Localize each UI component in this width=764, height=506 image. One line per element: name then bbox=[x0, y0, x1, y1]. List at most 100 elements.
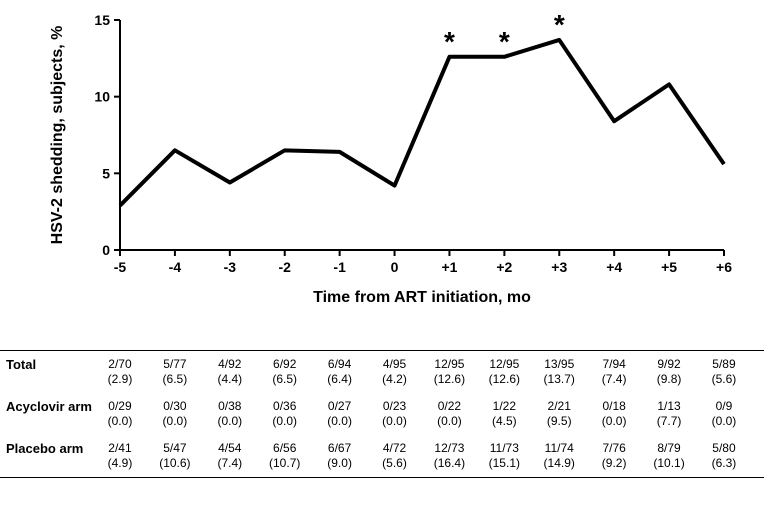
table-cell: 6/94(6.4) bbox=[312, 355, 367, 389]
y-tick-label: 15 bbox=[94, 12, 110, 28]
x-tick-label: -1 bbox=[333, 259, 346, 275]
cell-pct: (0.0) bbox=[312, 414, 367, 429]
cell-pct: (4.9) bbox=[93, 456, 148, 471]
row-label: Placebo arm bbox=[0, 439, 93, 458]
cell-frac: 4/95 bbox=[367, 357, 422, 372]
cell-pct: (7.4) bbox=[587, 372, 642, 387]
y-tick-label: 5 bbox=[102, 165, 110, 181]
cell-pct: (13.7) bbox=[532, 372, 587, 387]
table-row: Placebo arm2/41(4.9)5/47(10.6)4/54(7.4)6… bbox=[0, 435, 764, 477]
x-tick-label: +1 bbox=[441, 259, 457, 275]
cell-frac: 4/54 bbox=[202, 441, 257, 456]
cell-frac: 0/36 bbox=[257, 399, 312, 414]
cell-frac: 0/30 bbox=[147, 399, 202, 414]
cell-pct: (0.0) bbox=[587, 414, 642, 429]
table-cell: 4/54(7.4) bbox=[202, 439, 257, 473]
y-axis-label: HSV-2 shedding, subjects, % bbox=[49, 26, 66, 245]
cell-pct: (6.5) bbox=[257, 372, 312, 387]
cell-pct: (2.9) bbox=[93, 372, 148, 387]
table-cell: 9/92(9.8) bbox=[642, 355, 697, 389]
cell-pct: (10.7) bbox=[257, 456, 312, 471]
cell-pct: (0.0) bbox=[202, 414, 257, 429]
cell-pct: (6.3) bbox=[697, 456, 752, 471]
table-cell: 0/27(0.0) bbox=[312, 397, 367, 431]
cell-frac: 0/9 bbox=[697, 399, 752, 414]
cell-frac: 0/27 bbox=[312, 399, 367, 414]
cell-frac: 9/92 bbox=[642, 357, 697, 372]
table-cell: 11/74(14.9) bbox=[532, 439, 587, 473]
table-cell: 12/95(12.6) bbox=[422, 355, 477, 389]
cell-pct: (0.0) bbox=[422, 414, 477, 429]
data-line bbox=[120, 40, 724, 206]
table-row: Acyclovir arm0/29(0.0)0/30(0.0)0/38(0.0)… bbox=[0, 393, 764, 435]
cell-frac: 2/21 bbox=[532, 399, 587, 414]
cell-frac: 2/41 bbox=[93, 441, 148, 456]
table-cell: 5/77(6.5) bbox=[147, 355, 202, 389]
table-bottom-rule bbox=[0, 477, 764, 478]
x-axis-label: Time from ART initiation, mo bbox=[313, 289, 531, 306]
table-cell: 6/67(9.0) bbox=[312, 439, 367, 473]
cell-pct: (10.1) bbox=[642, 456, 697, 471]
cell-frac: 0/38 bbox=[202, 399, 257, 414]
x-tick-label: +5 bbox=[661, 259, 677, 275]
cell-pct: (12.6) bbox=[477, 372, 532, 387]
cell-pct: (15.1) bbox=[477, 456, 532, 471]
cell-frac: 11/74 bbox=[532, 441, 587, 456]
data-table: Total2/70(2.9)5/77(6.5)4/92(4.4)6/92(6.5… bbox=[0, 350, 764, 478]
x-tick-label: -2 bbox=[279, 259, 292, 275]
table-cell: 12/95(12.6) bbox=[477, 355, 532, 389]
cell-pct: (4.2) bbox=[367, 372, 422, 387]
cell-frac: 11/73 bbox=[477, 441, 532, 456]
cell-frac: 2/70 bbox=[93, 357, 148, 372]
cell-frac: 5/80 bbox=[697, 441, 752, 456]
table-cell: 0/22(0.0) bbox=[422, 397, 477, 431]
table-cell: 2/41(4.9) bbox=[93, 439, 148, 473]
table-cell: 0/9(0.0) bbox=[697, 397, 752, 431]
cell-frac: 7/94 bbox=[587, 357, 642, 372]
table-cell: 8/79(10.1) bbox=[642, 439, 697, 473]
cell-frac: 12/95 bbox=[477, 357, 532, 372]
row-cells: 0/29(0.0)0/30(0.0)0/38(0.0)0/36(0.0)0/27… bbox=[93, 397, 764, 431]
cell-frac: 5/77 bbox=[147, 357, 202, 372]
table-cell: 0/29(0.0) bbox=[93, 397, 148, 431]
table-row: Total2/70(2.9)5/77(6.5)4/92(4.4)6/92(6.5… bbox=[0, 351, 764, 393]
cell-pct: (7.4) bbox=[202, 456, 257, 471]
table-cell: 5/47(10.6) bbox=[147, 439, 202, 473]
table-cell: 7/76(9.2) bbox=[587, 439, 642, 473]
cell-pct: (0.0) bbox=[93, 414, 148, 429]
cell-pct: (0.0) bbox=[147, 414, 202, 429]
y-tick-label: 10 bbox=[94, 89, 110, 105]
cell-pct: (16.4) bbox=[422, 456, 477, 471]
table-cell: 6/92(6.5) bbox=[257, 355, 312, 389]
x-tick-label: 0 bbox=[391, 259, 399, 275]
cell-pct: (9.0) bbox=[312, 456, 367, 471]
cell-frac: 6/56 bbox=[257, 441, 312, 456]
cell-frac: 6/94 bbox=[312, 357, 367, 372]
cell-frac: 0/18 bbox=[587, 399, 642, 414]
cell-pct: (10.6) bbox=[147, 456, 202, 471]
x-tick-label: +4 bbox=[606, 259, 622, 275]
x-tick-label: -5 bbox=[114, 259, 127, 275]
table-cell: 0/18(0.0) bbox=[587, 397, 642, 431]
cell-frac: 12/73 bbox=[422, 441, 477, 456]
table-cell: 4/92(4.4) bbox=[202, 355, 257, 389]
significance-marker: * bbox=[499, 26, 510, 57]
table-cell: 0/38(0.0) bbox=[202, 397, 257, 431]
chart-area: 051015-5-4-3-2-10+1+2+3+4+5+6***Time fro… bbox=[40, 10, 744, 310]
line-chart-svg: 051015-5-4-3-2-10+1+2+3+4+5+6***Time fro… bbox=[40, 10, 744, 310]
significance-marker: * bbox=[444, 26, 455, 57]
table-cell: 4/72(5.6) bbox=[367, 439, 422, 473]
table-cell: 4/95(4.2) bbox=[367, 355, 422, 389]
cell-frac: 4/92 bbox=[202, 357, 257, 372]
cell-frac: 6/67 bbox=[312, 441, 367, 456]
cell-frac: 5/89 bbox=[697, 357, 752, 372]
table-cell: 0/30(0.0) bbox=[147, 397, 202, 431]
table-cell: 1/13(7.7) bbox=[642, 397, 697, 431]
y-tick-label: 0 bbox=[102, 242, 110, 258]
cell-pct: (7.7) bbox=[642, 414, 697, 429]
cell-pct: (5.6) bbox=[367, 456, 422, 471]
cell-frac: 0/29 bbox=[93, 399, 148, 414]
table-cell: 6/56(10.7) bbox=[257, 439, 312, 473]
table-cell: 2/21(9.5) bbox=[532, 397, 587, 431]
table-cell: 13/95(13.7) bbox=[532, 355, 587, 389]
